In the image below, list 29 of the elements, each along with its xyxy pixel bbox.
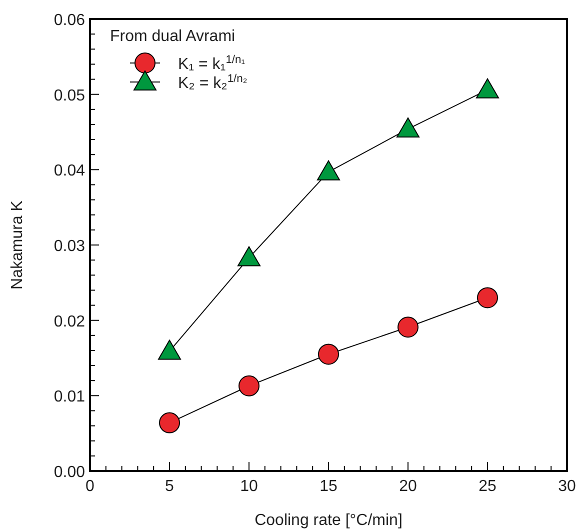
point [396, 117, 420, 138]
y-tick-label: 0.00 [54, 464, 86, 481]
point [477, 287, 498, 308]
y-tick-label: 0.04 [54, 162, 86, 180]
point [238, 246, 260, 266]
y-tick-label: 0.01 [54, 388, 86, 406]
point [159, 412, 180, 434]
point [318, 344, 339, 365]
x-tick-label: 0 [86, 478, 95, 495]
x-tick-label: 25 [478, 478, 496, 495]
x-tick-label: 20 [399, 478, 417, 495]
legend-title: From dual Avrami [110, 28, 236, 45]
point [398, 316, 418, 338]
point [476, 78, 499, 98]
y-tick-label: 0.06 [54, 12, 86, 29]
point [158, 340, 181, 360]
x-tick-label: 15 [320, 478, 338, 495]
x-axis-title: Cooling rate [°C/min] [254, 512, 402, 529]
y-tick-label: 0.02 [54, 313, 86, 330]
point [238, 375, 260, 396]
x-tick-label: 10 [240, 478, 258, 495]
x-tick-label: 5 [165, 478, 174, 495]
y-axis-title: Nakamura K [9, 200, 26, 290]
x-tick-label: 30 [558, 478, 576, 495]
y-tick-label: 0.03 [54, 238, 86, 255]
legend-label: K₂ = k₂$^{1/n₂}$ [178, 73, 248, 92]
legend-label: K₁ = k₁$^{1/n₁}$ [178, 54, 246, 73]
point [317, 160, 340, 180]
y-tick-label: 0.05 [54, 87, 86, 104]
